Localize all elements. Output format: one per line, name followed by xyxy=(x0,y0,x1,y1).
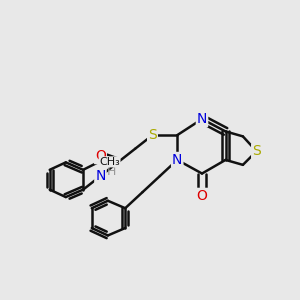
Text: N: N xyxy=(172,153,182,167)
Text: S: S xyxy=(148,128,157,142)
Text: S: S xyxy=(252,144,261,158)
Text: O: O xyxy=(95,149,106,163)
Text: N: N xyxy=(95,169,106,183)
Text: N: N xyxy=(197,112,207,126)
Text: O: O xyxy=(196,189,208,203)
Text: CH₃: CH₃ xyxy=(99,157,120,167)
Text: H: H xyxy=(107,165,116,178)
